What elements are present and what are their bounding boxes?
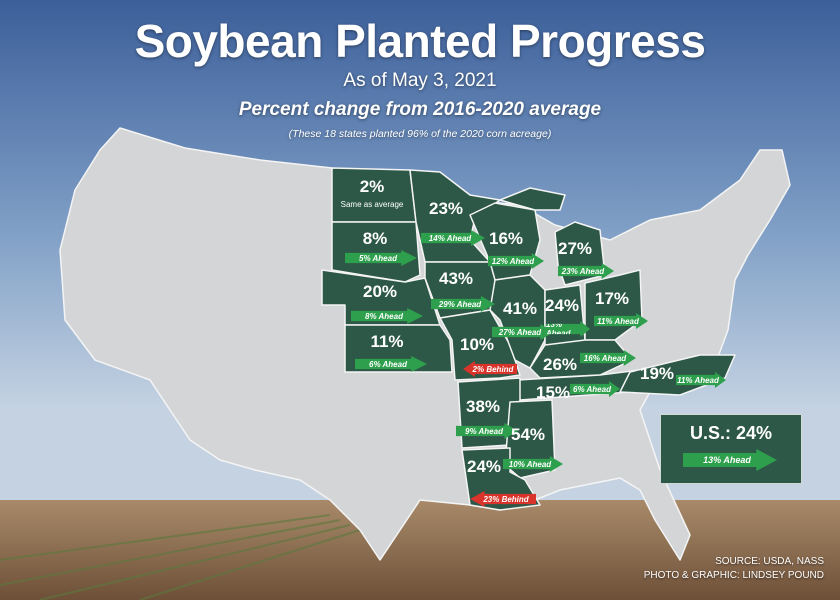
state-nc-change: 11% Ahead	[676, 372, 726, 388]
state-la-pct: 24%	[466, 457, 502, 476]
source-credit: SOURCE: USDA, NASS	[715, 556, 824, 567]
state-ms-change: 10% Ahead	[503, 456, 563, 472]
state-in-pct: 24%	[544, 296, 580, 315]
state-ar-change: 9% Ahead	[456, 423, 518, 439]
us-total-label: U.S.: 24%	[689, 423, 773, 443]
state-ks-change: 6% Ahead	[355, 356, 427, 372]
state-in-change: 13% Ahead	[546, 321, 590, 337]
state-mi-up	[499, 187, 566, 211]
subtitle: Percent change from 2016-2020 average	[238, 99, 602, 120]
state-ar-pct: 38%	[465, 397, 501, 416]
as-of-date: As of May 3, 2021	[343, 70, 497, 91]
state-ky-pct: 26%	[542, 355, 578, 374]
state-ms-pct: 54%	[510, 425, 546, 444]
state-ia-change: 29% Ahead	[431, 296, 495, 312]
photo-credit: PHOTO & GRAPHIC: LINDSEY POUND	[643, 570, 824, 581]
state-mi-change: 23% Ahead	[558, 263, 614, 279]
state-sd	[331, 221, 421, 283]
state-mn-pct: 23%	[428, 199, 464, 218]
state-wi-pct: 16%	[488, 229, 524, 248]
chart-title: Soybean Planted Progress	[134, 15, 706, 67]
state-ne-pct: 20%	[362, 282, 398, 301]
state-mo-pct: 10%	[459, 335, 495, 354]
state-oh-change: 11% Ahead	[594, 313, 648, 329]
coverage-note: (These 18 states planted 96% of the 2020…	[288, 128, 552, 140]
state-tn-change: 6% Ahead	[570, 381, 620, 397]
state-il-change: 27% Ahead	[492, 324, 554, 340]
state-wi-change: 12% Ahead	[488, 253, 544, 269]
state-la-change: 23% Behind	[470, 491, 536, 507]
state-mn-change: 14% Ahead	[421, 230, 485, 246]
state-nc-pct: 19%	[639, 364, 675, 383]
state-mo-change: 2% Behind	[463, 361, 517, 377]
us-change-arrow: 13% Ahead	[683, 449, 777, 471]
us-total-box: U.S.: 24% 13% Ahead	[660, 414, 802, 484]
state-oh-pct: 17%	[594, 289, 630, 308]
state-sd-change: 5% Ahead	[345, 250, 417, 266]
state-mi-pct: 27%	[557, 239, 593, 258]
state-nd-pct: 2%	[359, 177, 385, 196]
state-ia-pct: 43%	[438, 269, 474, 288]
state-ks-pct: 11%	[370, 332, 404, 351]
state-ne-change: 8% Ahead	[351, 308, 423, 324]
state-nd-change: Same as average	[340, 200, 404, 209]
state-tn-pct: 15%	[535, 383, 571, 402]
state-sd-pct: 8%	[362, 229, 388, 248]
state-il-pct: 41%	[502, 299, 538, 318]
state-ky-change: 16% Ahead	[580, 350, 636, 366]
credits: SOURCE: USDA, NASS PHOTO & GRAPHIC: LIND…	[644, 555, 824, 583]
